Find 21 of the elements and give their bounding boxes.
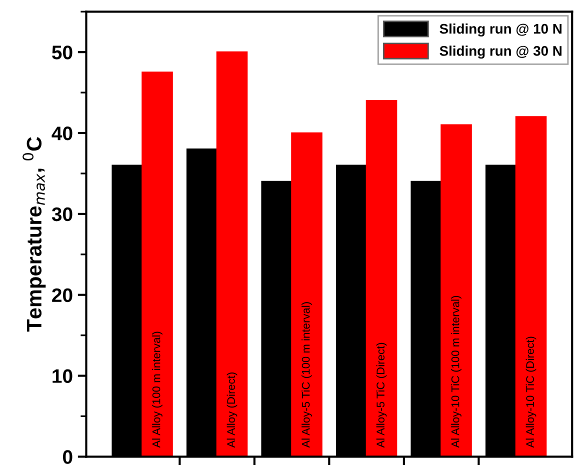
bar [142,72,173,457]
x-tick-label: Al Alloy-10 TiC (Direct) [526,336,536,448]
y-tick-label: 0 [63,450,72,464]
x-tick-label: Al Alloy (100 m interval) [152,332,162,448]
bar [291,132,322,457]
bar [366,100,398,457]
bar [440,124,472,457]
y-tick-label: 20 [52,288,72,302]
y-tick-label: 50 [52,46,72,60]
legend-label: Sliding run @ 10 N [440,24,562,37]
x-tick-label: Al Alloy-5 TiC (100 m interval) [302,302,312,448]
legend-label: Sliding run @ 30 N [440,46,562,59]
y-axis-title: Temperature$_{max}$, $^{0}$C [22,137,46,332]
y-tick-label: 40 [52,126,72,140]
bar [515,116,547,457]
y-tick-label: 30 [52,207,72,222]
y-tick-label: 10 [52,369,72,383]
x-tick-label: Al Alloy-10 TiC (100 m interval) [451,296,462,448]
x-tick-label: Al Alloy-5 TiC (Direct) [376,342,387,448]
x-tick-label: Al Alloy (Direct) [226,372,238,448]
bar [216,51,248,457]
